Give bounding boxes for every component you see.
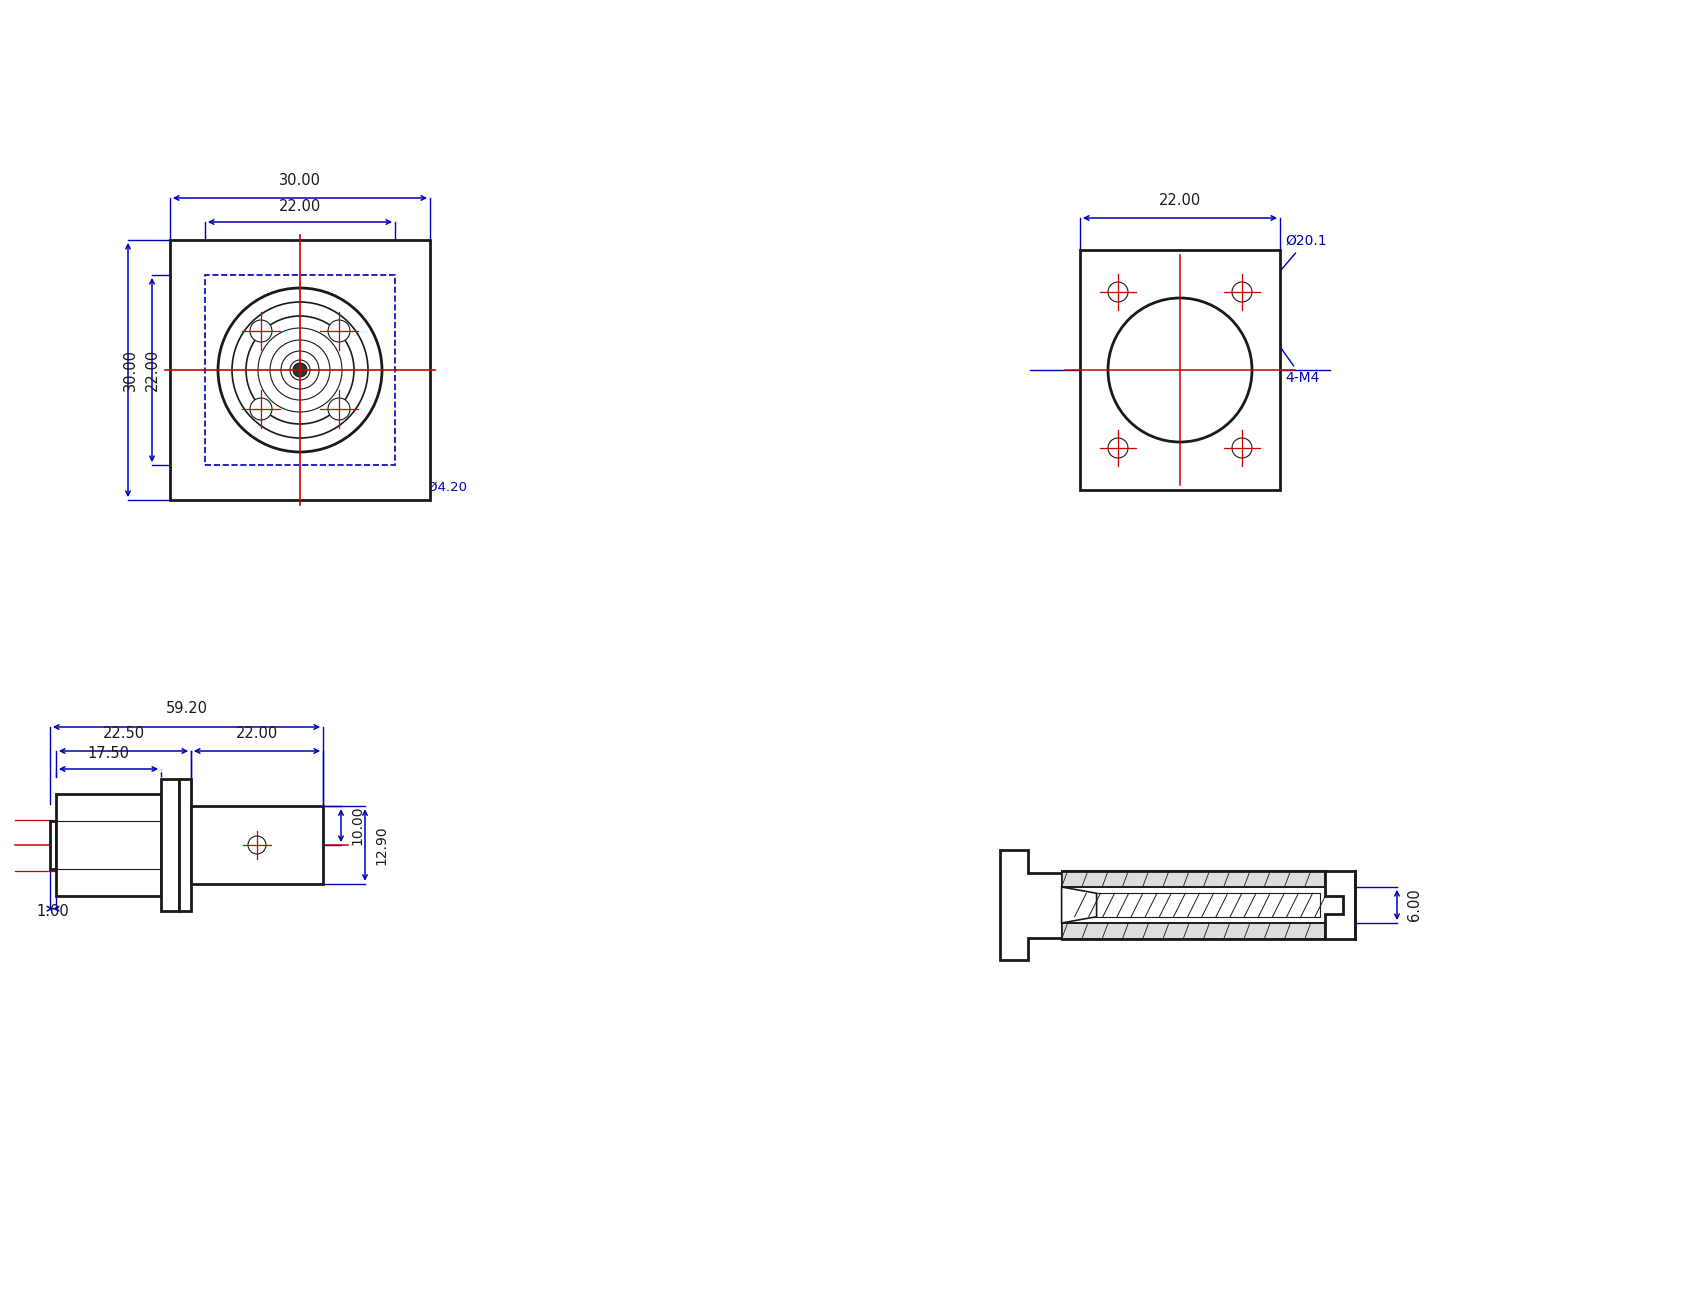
- Bar: [51, 820, 56, 869]
- Polygon shape: [1000, 850, 1061, 960]
- Circle shape: [1108, 283, 1127, 302]
- Text: 22.00: 22.00: [236, 726, 279, 740]
- Text: 30.00: 30.00: [123, 350, 138, 391]
- Text: 12.90: 12.90: [373, 826, 388, 864]
- Text: 22.00: 22.00: [1159, 194, 1201, 208]
- Circle shape: [328, 399, 350, 421]
- Bar: [191, 806, 323, 884]
- Text: 1.00: 1.00: [37, 904, 69, 918]
- Text: Ø20.1: Ø20.1: [1238, 233, 1326, 320]
- Text: 10.00: 10.00: [350, 806, 363, 845]
- Bar: [56, 795, 160, 897]
- Bar: [1069, 893, 1319, 917]
- Bar: [179, 779, 191, 911]
- Bar: [1079, 250, 1279, 490]
- Circle shape: [250, 399, 272, 421]
- Polygon shape: [1324, 871, 1355, 939]
- Bar: [1061, 924, 1324, 939]
- Circle shape: [292, 362, 307, 377]
- Circle shape: [1108, 439, 1127, 458]
- Bar: [204, 275, 395, 464]
- Text: 30.00: 30.00: [279, 173, 321, 188]
- Text: 22.50: 22.50: [103, 726, 145, 740]
- Circle shape: [250, 320, 272, 342]
- Polygon shape: [1061, 888, 1096, 924]
- Text: 59.20: 59.20: [166, 700, 208, 716]
- Bar: [171, 240, 429, 501]
- Circle shape: [328, 320, 350, 342]
- Bar: [160, 779, 179, 911]
- Text: 22.00: 22.00: [279, 199, 321, 214]
- Text: 4-Ø4.20: 4-Ø4.20: [351, 421, 466, 494]
- Text: 17.50: 17.50: [88, 746, 130, 761]
- Circle shape: [1108, 298, 1252, 442]
- Text: 22.00: 22.00: [145, 348, 160, 391]
- Circle shape: [1231, 439, 1252, 458]
- Text: 6.00: 6.00: [1407, 889, 1420, 921]
- Circle shape: [1231, 283, 1252, 302]
- Bar: [1061, 871, 1324, 888]
- Text: 4-M4: 4-M4: [1253, 311, 1319, 384]
- Circle shape: [248, 836, 265, 854]
